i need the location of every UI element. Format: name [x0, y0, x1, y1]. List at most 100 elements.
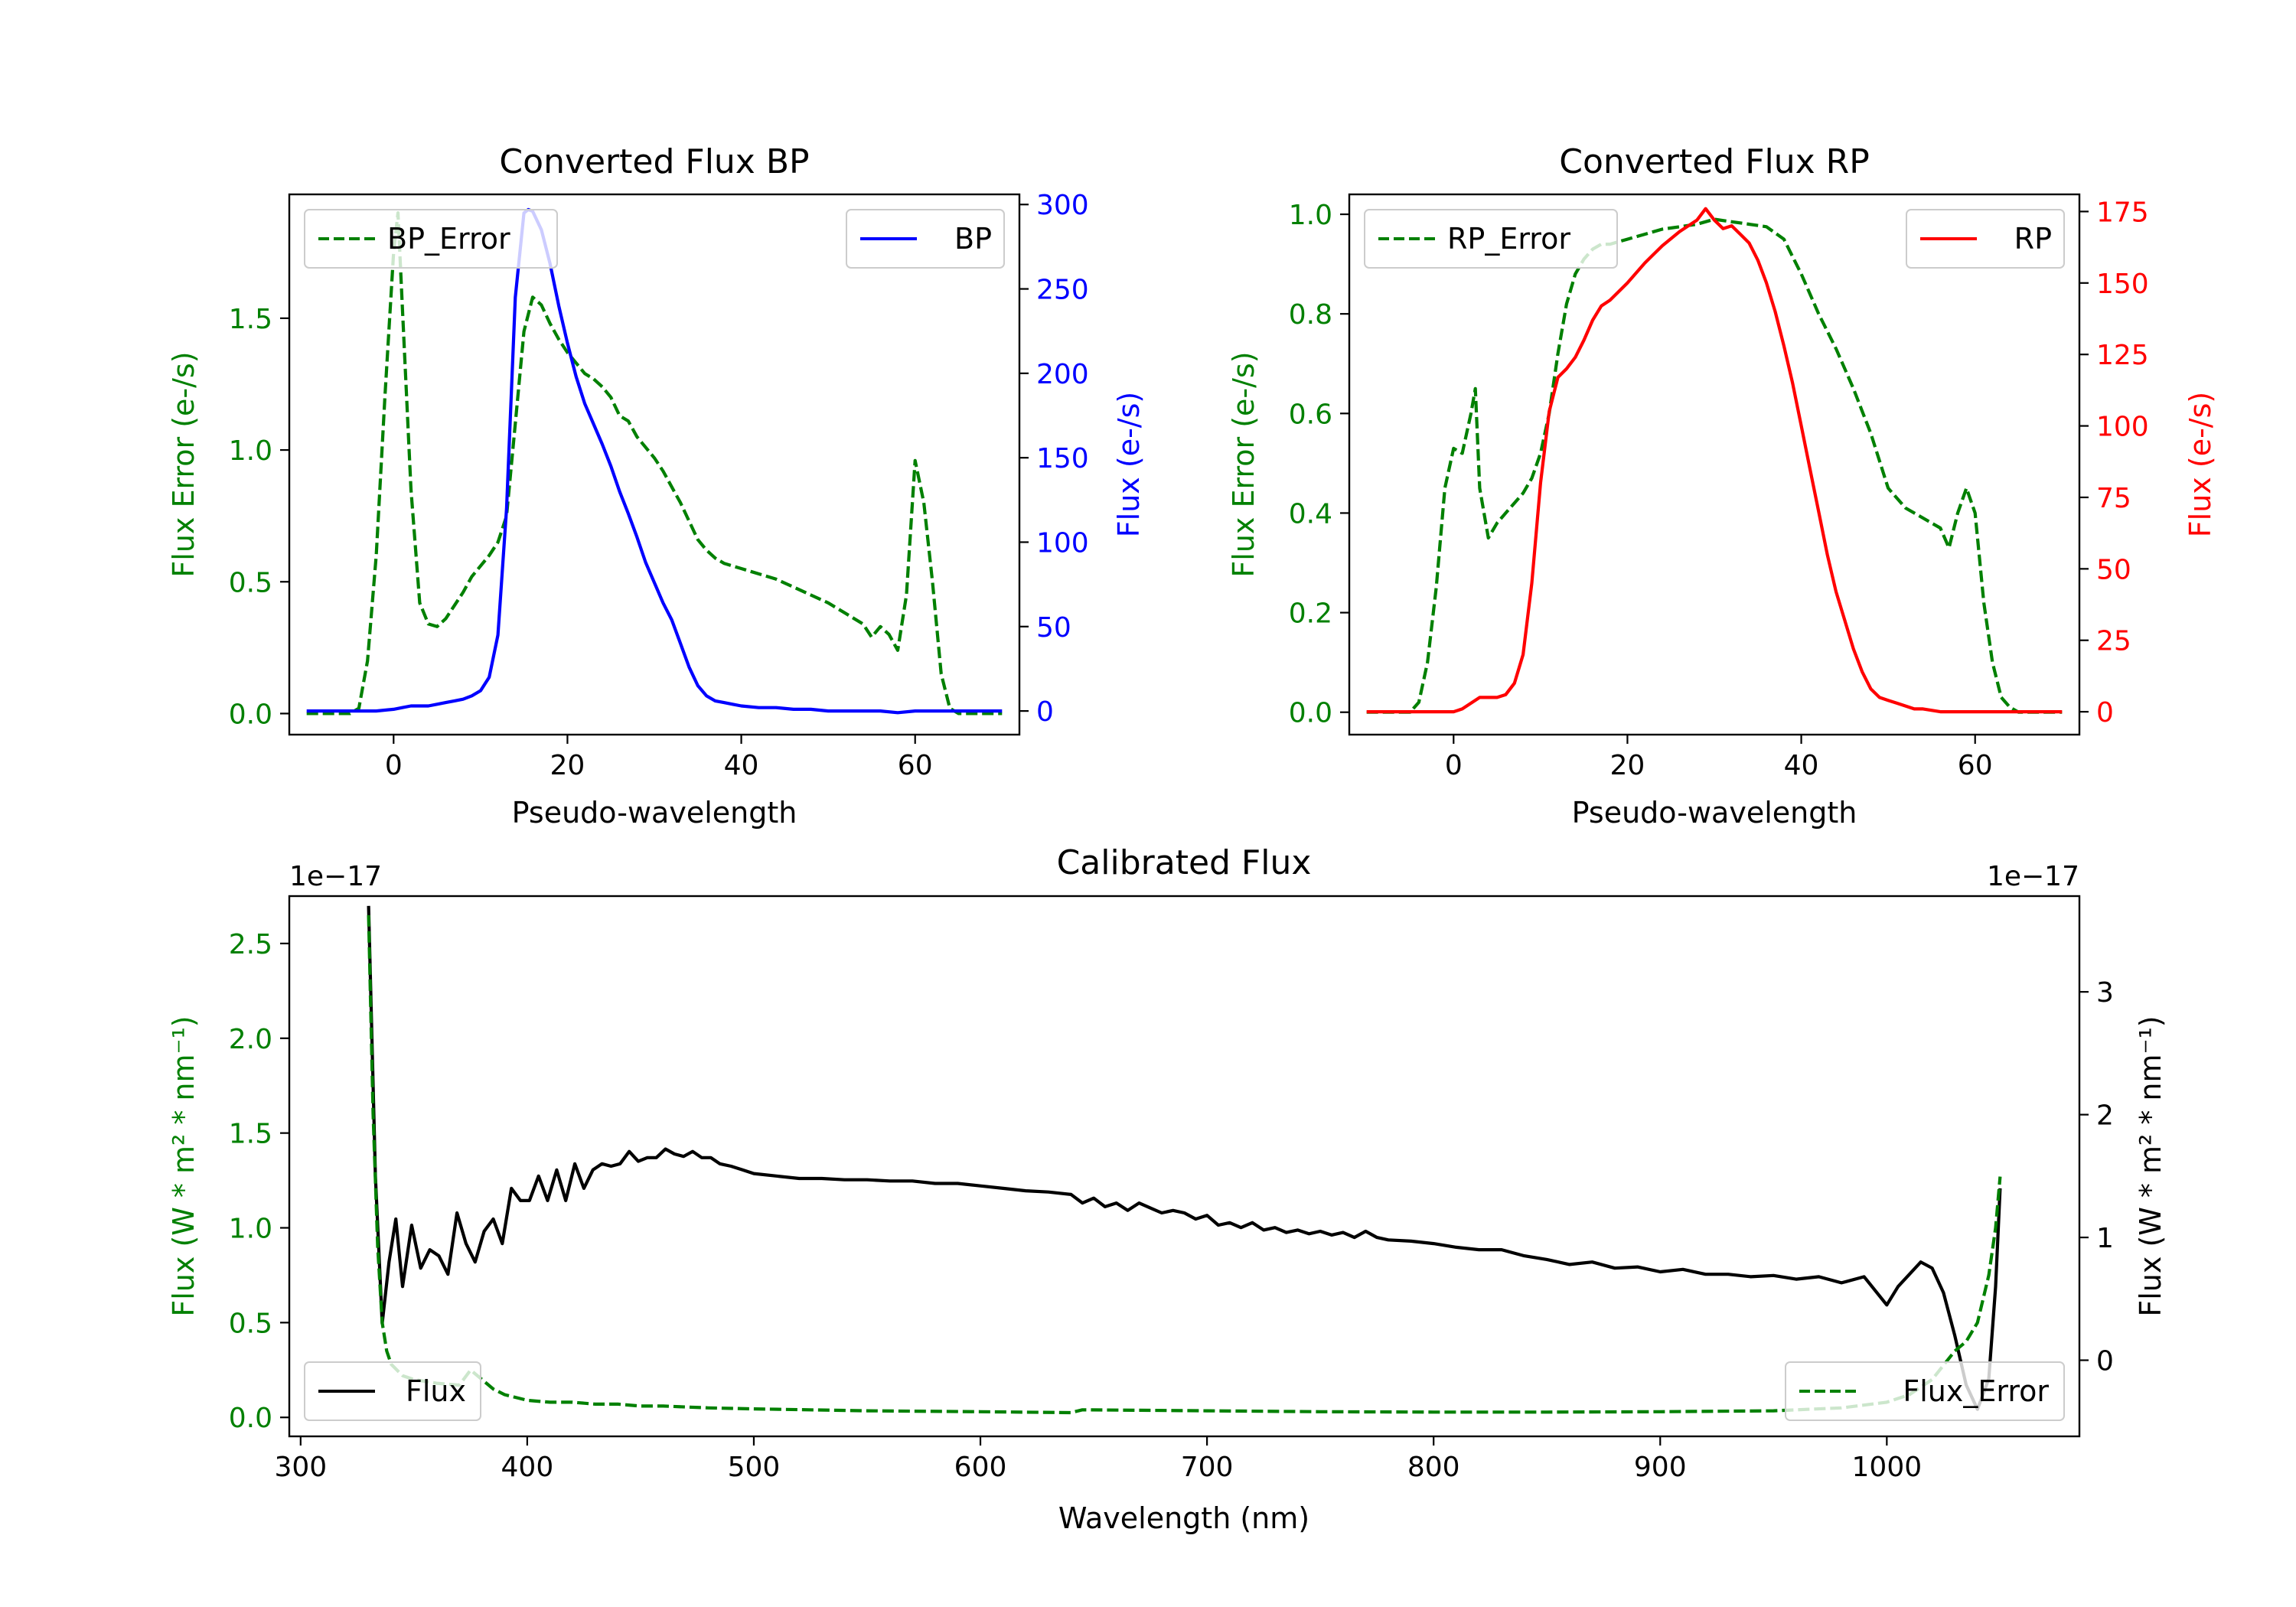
- rp-series-rp: [1366, 207, 2063, 714]
- rp-legend-flux: RP: [1906, 209, 2065, 269]
- rp-right-tick-label: 75: [2096, 483, 2131, 514]
- rp-left-tick-label: 0.0: [1289, 698, 1332, 729]
- rp-left-ticks: 0.0 0.2 0.4 0.6 0.8 1.0: [1289, 200, 1349, 729]
- bp-right-ticks: 0 50 100 150 200 250 300: [1019, 190, 1089, 728]
- rp-left-tick-label: 0.8: [1289, 299, 1332, 331]
- bp-left-tick-label: 0.5: [229, 567, 272, 598]
- cal-left-ticks: 0.0 0.5 1.0 1.5 2.0 2.5: [229, 929, 289, 1434]
- bp-right-tick-label: 150: [1036, 443, 1089, 474]
- bp-legend-error-label: BP_Error: [387, 222, 510, 256]
- cal-x-tick-label: 900: [1634, 1452, 1687, 1483]
- panel-calibrated: Calibrated Flux 1e−17 1e−17 300 400 500 600…: [167, 843, 2167, 1535]
- bp-x-tick-label: 20: [550, 750, 585, 781]
- cal-left-tick-label: 0.0: [229, 1403, 272, 1434]
- bp-series-bp: [306, 207, 1003, 715]
- cal-x-tick-label: 600: [954, 1452, 1007, 1483]
- rp-plot-frame: [1348, 193, 2081, 736]
- cal-legend-flux-box: [304, 1361, 481, 1421]
- bp-right-tick-label: 300: [1036, 190, 1089, 221]
- cal-left-offset-text: 1e−17: [289, 861, 382, 892]
- cal-right-axis-label: Flux (W * m² * nm⁻¹): [2134, 1015, 2167, 1316]
- bp-right-tick-label: 0: [1036, 696, 1054, 728]
- rp-x-ticks: 0 20 40 60: [1445, 735, 1993, 781]
- rp-right-ticks: 0 25 50 75 100 125 150 175: [2079, 197, 2149, 729]
- cal-right-offset-text: 1e−17: [1987, 861, 2079, 892]
- bp-right-axis-label: Flux (e-/s): [1112, 392, 1146, 537]
- rp-series-rp-error: [1366, 217, 2063, 714]
- rp-legend-error: RP_Error: [1364, 209, 1618, 269]
- cal-right-tick-label: 2: [2096, 1100, 2114, 1132]
- rp-title: Converted Flux RP: [1559, 142, 1870, 181]
- bp-legend-error-box: [304, 209, 558, 269]
- cal-x-tick-label: 800: [1407, 1452, 1460, 1483]
- rp-right-tick-label: 125: [2096, 340, 2149, 371]
- panel-bp: Converted Flux BP 0 20 40 60 0.0 0.5 1.0 1.5 0…: [167, 142, 1146, 830]
- rp-x-tick-label: 40: [1784, 750, 1819, 781]
- bp-x-axis-label: Pseudo-wavelength: [512, 796, 797, 830]
- cal-right-tick-label: 3: [2096, 977, 2114, 1009]
- bp-x-ticks: 0 20 40 60: [385, 735, 933, 781]
- bp-right-tick-label: 250: [1036, 275, 1089, 306]
- rp-right-tick-label: 150: [2096, 269, 2149, 300]
- rp-right-tick-label: 100: [2096, 412, 2149, 443]
- rp-series-layer: [1366, 207, 2063, 714]
- bp-left-axis-label: Flux Error (e-/s): [167, 351, 201, 577]
- rp-left-axis-label: Flux Error (e-/s): [1227, 351, 1261, 577]
- cal-left-tick-label: 1.0: [229, 1214, 272, 1245]
- bp-series-layer: [306, 207, 1003, 715]
- rp-x-tick-label: 0: [1445, 750, 1463, 781]
- cal-left-tick-label: 1.5: [229, 1119, 272, 1150]
- bp-legend-flux: BP: [846, 209, 1005, 269]
- bp-x-tick-label: 0: [385, 750, 403, 781]
- cal-right-tick-label: 1: [2096, 1223, 2114, 1254]
- bp-x-tick-label: 60: [898, 750, 933, 781]
- rp-right-tick-label: 0: [2096, 697, 2114, 729]
- bp-legend-error: BP_Error: [304, 209, 558, 269]
- panel-rp: Converted Flux RP 0 20 40 60 0.00.20.40.60.…: [1227, 142, 2217, 830]
- cal-left-tick-label: 2.5: [229, 929, 272, 960]
- bp-x-tick-label: 40: [724, 750, 759, 781]
- cal-x-tick-label: 400: [501, 1452, 554, 1483]
- rp-x-tick-label: 60: [1958, 750, 1993, 781]
- rp-legend-error-box: [1364, 209, 1618, 269]
- cal-plot-frame: [288, 895, 2081, 1438]
- rp-left-tick-label: 0.4: [1289, 498, 1332, 530]
- bp-left-tick-label: 1.5: [229, 304, 272, 335]
- rp-x-axis-label: Pseudo-wavelength: [1572, 796, 1857, 830]
- cal-legend-error-label: Flux_Error: [1903, 1374, 2049, 1408]
- rp-left-tick-label: 1.0: [1289, 200, 1332, 231]
- rp-left-tick-label: 0.6: [1289, 399, 1332, 430]
- cal-legend-error: Flux_Error: [1785, 1361, 2065, 1421]
- cal-x-tick-label: 1000: [1852, 1452, 1923, 1483]
- rp-right-tick-label: 25: [2096, 626, 2131, 657]
- cal-x-ticks: 300 400 500 600 700 800 900 1000: [274, 1436, 1922, 1483]
- rp-legend-error-label: RP_Error: [1447, 222, 1570, 256]
- rp-right-tick-label: 175: [2096, 197, 2149, 228]
- bp-left-tick-label: 0.0: [229, 699, 272, 730]
- cal-title: Calibrated Flux: [1057, 843, 1312, 882]
- rp-right-axis-label: Flux (e-/s): [2183, 392, 2217, 537]
- cal-x-tick-label: 500: [728, 1452, 781, 1483]
- cal-x-tick-label: 300: [274, 1452, 327, 1483]
- bp-right-tick-label: 200: [1036, 359, 1089, 390]
- cal-x-tick-label: 700: [1181, 1452, 1234, 1483]
- bp-right-tick-label: 100: [1036, 527, 1089, 559]
- rp-legend-flux-label: RP: [2014, 222, 2052, 256]
- rp-legend-flux-box: [1906, 209, 2065, 269]
- bp-left-tick-label: 1.0: [229, 435, 272, 467]
- cal-left-tick-label: 2.0: [229, 1024, 272, 1055]
- rp-x-tick-label: 20: [1610, 750, 1645, 781]
- cal-left-tick-label: 0.5: [229, 1308, 272, 1339]
- cal-legend-flux: Flux: [304, 1361, 481, 1421]
- cal-legend-flux-label: Flux: [406, 1374, 466, 1408]
- cal-legend-error-box: [1785, 1361, 2065, 1421]
- cal-right-tick-label: 0: [2096, 1346, 2114, 1377]
- bp-plot-frame: [288, 193, 1021, 736]
- bp-right-tick-label: 50: [1036, 612, 1071, 644]
- cal-left-axis-label: Flux (W * m² * nm⁻¹): [167, 1015, 201, 1316]
- bp-series-bp-error: [306, 211, 1003, 715]
- cal-series-flux: [367, 905, 2002, 1411]
- bp-title: Converted Flux BP: [499, 142, 809, 181]
- cal-x-axis-label: Wavelength (nm): [1058, 1501, 1309, 1535]
